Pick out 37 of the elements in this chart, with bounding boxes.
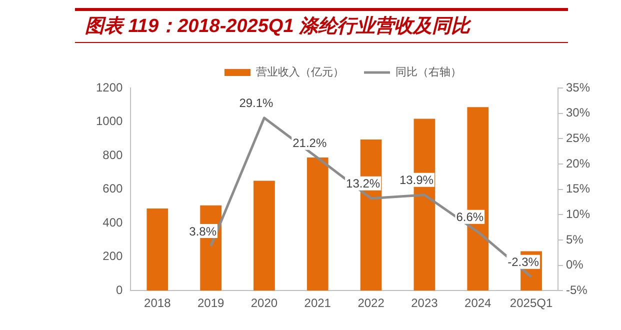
y-tick-label: 1200 — [96, 80, 124, 94]
x-tick-label: 2023 — [411, 296, 438, 310]
y-tick-label: 400 — [102, 215, 124, 230]
x-tick-label: 2025Q1 — [510, 296, 553, 310]
y-tick-label: 600 — [102, 182, 124, 196]
y2-tick-label: -5% — [566, 282, 588, 297]
bar — [146, 208, 168, 291]
data-label: 13.2% — [346, 176, 380, 191]
y2-tick-label: 35% — [566, 80, 590, 94]
x-tick-label: 2021 — [304, 296, 332, 310]
x-tick-label: 2019 — [197, 296, 224, 310]
x-tick-label: 2020 — [250, 296, 278, 310]
x-tick-label: 2024 — [464, 296, 492, 310]
y-tick-label: 0 — [116, 282, 124, 297]
y2-tick-label: 20% — [566, 156, 590, 170]
legend-label: 同比（右轴） — [396, 66, 462, 79]
y-tick-label: 200 — [102, 249, 124, 264]
x-tick-label: 2018 — [144, 296, 172, 310]
data-label: 13.9% — [399, 173, 434, 188]
chart-title: 图表 119：2018-2025Q1 涤纶行业营收及同比 — [85, 15, 472, 39]
x-tick-label: 2022 — [358, 296, 385, 310]
data-label: 6.6% — [456, 210, 484, 224]
bar — [254, 180, 275, 291]
y-tick-label: 800 — [102, 148, 124, 162]
y2-tick-label: 0% — [566, 258, 584, 272]
y-tick-label: 1000 — [96, 114, 124, 128]
y2-tick-label: 5% — [566, 232, 584, 246]
data-label: 3.8% — [189, 224, 217, 238]
data-label: -2.3% — [508, 255, 540, 270]
data-label: 29.1% — [239, 96, 274, 110]
legend-label: 营业收入（亿元） — [256, 66, 344, 79]
bar — [306, 158, 328, 291]
y2-tick-label: 25% — [566, 130, 590, 145]
data-label: 21.2% — [292, 136, 327, 150]
y2-tick-label: 15% — [566, 182, 590, 196]
y2-tick-label: 30% — [566, 106, 590, 120]
y2-tick-label: 10% — [566, 206, 590, 221]
